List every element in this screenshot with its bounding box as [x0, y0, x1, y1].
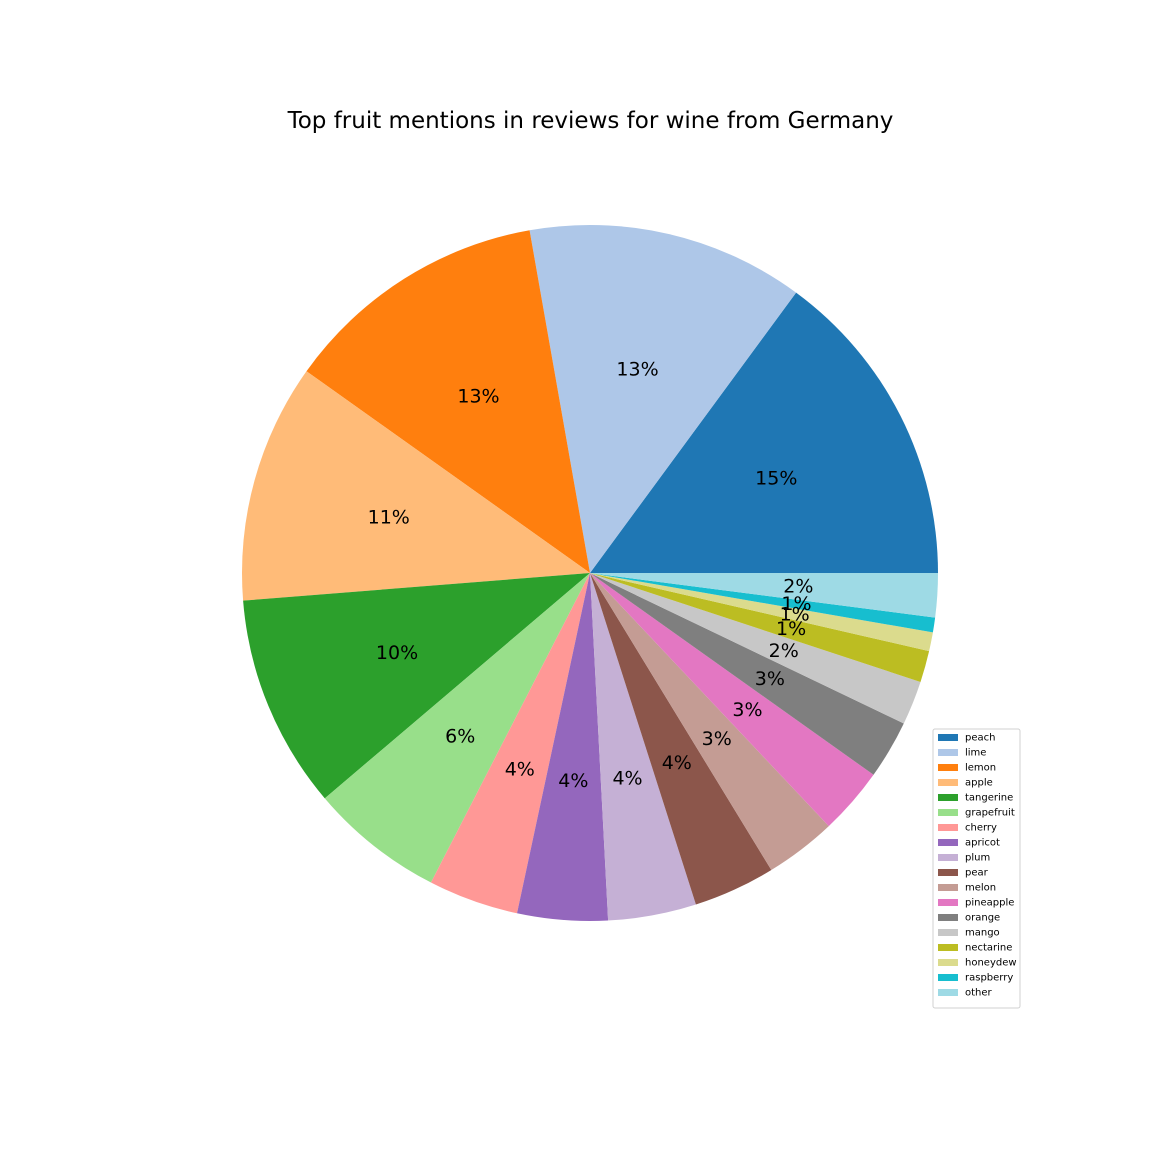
pie-slice-orange	[590, 573, 904, 775]
legend-swatch-melon	[938, 884, 958, 891]
pct-label-other: 2%	[783, 575, 813, 597]
pct-label-pineapple: 3%	[732, 699, 762, 721]
legend-swatch-plum	[938, 854, 958, 861]
legend-swatch-other	[938, 989, 958, 996]
legend-label-orange: orange	[965, 913, 1000, 924]
legend-swatch-nectarine	[938, 944, 958, 951]
legend-swatch-honeydew	[938, 959, 958, 966]
legend-swatch-grapefruit	[938, 809, 958, 816]
pie-slice-nectarine	[590, 573, 930, 682]
legend-swatch-pineapple	[938, 899, 958, 906]
pie-slice-peach	[590, 292, 938, 573]
legend-label-cherry: cherry	[965, 823, 997, 834]
pct-label-melon: 3%	[702, 728, 732, 750]
pct-label-raspberry: 1%	[781, 593, 811, 615]
legend-swatch-lime	[938, 749, 958, 756]
pie-slice-plum	[590, 573, 696, 921]
legend-label-grapefruit: grapefruit	[965, 808, 1015, 819]
pie-slice-raspberry	[590, 573, 936, 633]
legend-swatch-orange	[938, 914, 958, 921]
pct-label-honeydew: 1%	[780, 603, 810, 625]
pct-label-apple: 11%	[368, 506, 410, 528]
pie-slice-apple	[241, 371, 590, 601]
legend-label-lime: lime	[965, 748, 986, 759]
legend-swatch-pear	[938, 869, 958, 876]
legend-label-lemon: lemon	[965, 763, 996, 774]
legend-swatch-tangerine	[938, 794, 958, 801]
legend-label-mango: mango	[965, 928, 1000, 939]
legend-swatch-lemon	[938, 764, 958, 771]
legend-swatch-cherry	[938, 824, 958, 831]
pie-slices	[241, 225, 938, 922]
pct-label-tangerine: 10%	[376, 642, 418, 664]
legend-label-honeydew: honeydew	[965, 958, 1017, 969]
pct-label-peach: 15%	[755, 468, 797, 490]
pct-label-mango: 2%	[769, 640, 799, 662]
pie-slice-pineapple	[590, 573, 874, 827]
pie-slice-melon	[590, 573, 829, 871]
legend-label-raspberry: raspberry	[965, 973, 1013, 984]
pct-label-cherry: 4%	[505, 759, 535, 781]
pie-slice-pear	[590, 573, 772, 905]
pct-label-grapefruit: 6%	[445, 726, 475, 748]
pie-slice-lemon	[306, 230, 590, 574]
pct-label-plum: 4%	[612, 767, 642, 789]
pie-slice-lime	[529, 225, 797, 573]
pie-slice-cherry	[430, 573, 590, 914]
legend-label-other: other	[965, 988, 993, 999]
legend-label-peach: peach	[965, 733, 995, 744]
legend-swatch-mango	[938, 929, 958, 936]
pie-slice-grapefruit	[324, 573, 590, 883]
legend: peach lime lemon apple tangerine grapefruit ch…	[932, 728, 1021, 1009]
pct-label-orange: 3%	[755, 668, 785, 690]
legend-swatch-raspberry	[938, 974, 958, 981]
pie-slice-tangerine	[243, 573, 590, 799]
legend-swatch-peach	[938, 734, 958, 741]
pct-label-lemon: 13%	[457, 385, 499, 407]
percentage-labels: 15%13%13%11%10%6%4%4% 4%4%3%3%3%2%1%1%1%2…	[368, 359, 814, 792]
legend-label-plum: plum	[965, 853, 990, 864]
legend-swatch-apple	[938, 779, 958, 786]
legend-label-tangerine: tangerine	[965, 793, 1013, 804]
pie-slice-other	[590, 573, 938, 618]
legend-label-pineapple: pineapple	[965, 898, 1014, 909]
pct-label-lime: 13%	[616, 359, 658, 381]
legend-label-apple: apple	[965, 778, 993, 789]
legend-label-apricot: apricot	[965, 838, 1000, 849]
pie-slice-honeydew	[590, 573, 933, 652]
pct-label-nectarine: 1%	[776, 618, 806, 640]
pct-label-apricot: 4%	[558, 770, 588, 792]
legend-swatch-apricot	[938, 839, 958, 846]
legend-label-pear: pear	[965, 868, 989, 879]
legend-label-nectarine: nectarine	[965, 943, 1012, 954]
pct-label-pear: 4%	[662, 752, 692, 774]
chart-title: Top fruit mentions in reviews for wine f…	[287, 108, 894, 134]
pie-slice-mango	[590, 573, 921, 724]
legend-label-melon: melon	[965, 883, 996, 894]
pie-slice-apricot	[517, 573, 609, 922]
